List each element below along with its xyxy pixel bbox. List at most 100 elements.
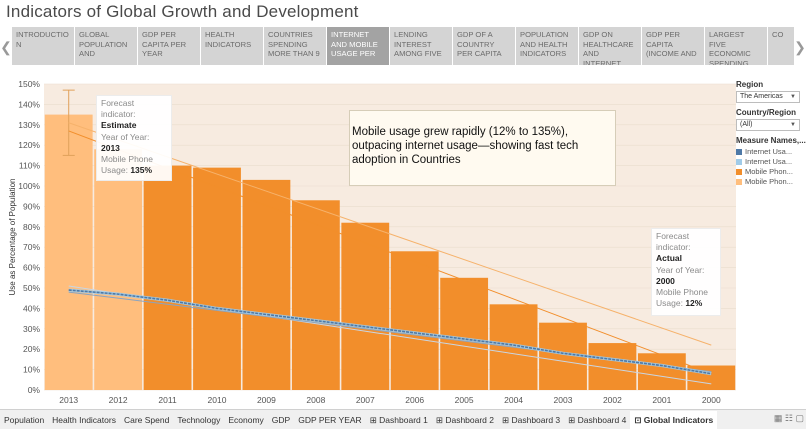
y-tick-label: 120% [18,140,40,150]
story-point-tab[interactable]: HEALTH INDICATORS [201,27,263,65]
story-point-tab[interactable]: GDP ON HEALTHCARE AND INTERNET [579,27,641,65]
tooltip-status: Estimate [101,120,137,131]
legend-label: Internet Usa... [745,147,793,156]
caret-down-icon: ▼ [790,122,796,128]
legend-swatch [736,159,742,166]
mobile-bar [637,353,686,390]
sheet-tab[interactable]: GDP PER YEAR [298,415,362,425]
y-tick-label: 90% [23,201,40,211]
y-tick-label: 30% [23,324,40,334]
legend-item[interactable]: Internet Usa... [736,147,806,157]
legend-label: Mobile Phon... [745,177,793,186]
region-select[interactable]: The Americas ▼ [736,91,800,103]
tooltip-label: Usage: [656,298,683,309]
x-tick-label: 2011 [158,395,177,405]
trend-line [68,130,712,375]
caret-down-icon: ▼ [790,94,796,100]
x-tick-label: 2000 [702,395,721,405]
mobile-bar [44,114,93,390]
chevron-left-icon[interactable]: ❮ [0,39,12,55]
legend-swatch [736,149,742,156]
story-point-tab[interactable]: GLOBAL POPULATION AND [75,27,137,65]
legend-label: Mobile Phon... [745,167,793,176]
story-point-tab[interactable]: COUNTRIES SPENDING MORE THAN 9 [264,27,326,65]
x-tick-label: 2002 [603,395,622,405]
sheet-tab[interactable]: Technology [177,415,221,425]
y-tick-label: 70% [23,242,40,252]
sheet-tab[interactable]: Economy [228,415,264,425]
sheet-tab[interactable]: Care Spend [123,415,170,425]
mobile-bar [242,179,291,390]
sheet-tab[interactable]: ⊡ Global Indicators [630,411,718,429]
page-title: Indicators of Global Growth and Developm… [6,2,359,21]
sheet-tab[interactable]: Health Indicators [52,415,116,425]
y-tick-label: 40% [23,303,40,313]
legend-swatch [736,169,742,176]
region-select-value: The Americas [740,93,783,100]
tooltip-value: 12% [685,298,703,309]
region-filter-title: Region [736,80,764,89]
story-point-tab[interactable]: CO [768,27,794,65]
y-tick-label: 0% [28,385,41,395]
view-toggle-icons[interactable]: ▦ ☷ ▢ [773,413,804,423]
x-tick-label: 2008 [306,395,325,405]
story-point-tab[interactable]: GDP PER CAPITA (INCOME AND [642,27,704,65]
y-axis-label: Use as Percentage of Population [8,179,17,296]
legend-item[interactable]: Mobile Phon... [736,167,806,177]
mobile-bar [94,149,143,390]
tooltip-status: Actual [656,253,682,264]
sheet-tab[interactable]: Population [4,415,45,425]
sheet-tab[interactable]: ⊞ Dashboard 4 [568,415,627,425]
mobile-bar [341,222,390,390]
story-point-tab[interactable]: LARGEST FIVE ECONOMIC SPENDING [705,27,767,65]
tooltip-value: 135% [130,165,153,176]
x-tick-label: 2007 [356,395,375,405]
story-point-tab[interactable]: INTRODUCTIO N [12,27,74,65]
story-navigator: ❮ INTRODUCTIO NGLOBAL POPULATION ANDGDP … [0,27,806,67]
mobile-bar [440,277,489,390]
mobile-bar [143,165,192,390]
country-select-value: (All) [740,121,753,128]
legend: Internet Usa... Internet Usa... Mobile Pho… [736,147,806,187]
sheet-tab[interactable]: ⊞ Dashboard 3 [502,415,561,425]
story-point-tab[interactable]: INTERNET AND MOBILE USAGE PER [327,27,389,65]
tooltip-label: Forecast [101,98,135,108]
x-tick-label: 2009 [257,395,276,405]
y-tick-label: 140% [18,99,40,109]
legend-title: Measure Names,... [736,136,806,145]
tooltip-year: 2000 [656,275,675,286]
tooltip-label: indicator: [656,242,691,253]
legend-swatch [736,179,742,186]
sheet-tabs: Population Health Indicators Care Spend Tec… [0,410,718,429]
x-tick-label: 2005 [455,395,474,405]
tooltip-estimate: Forecast indicator: Estimate Year of Yea… [96,95,172,181]
story-point-tab[interactable]: GDP PER CAPITA PER YEAR [138,27,200,65]
sheet-tab[interactable]: ⊞ Dashboard 1 [369,415,428,425]
story-point-tab[interactable]: GDP OF A COUNTRY PER CAPITA [453,27,515,65]
mobile-bar [390,251,439,390]
story-point-tab[interactable]: LENDING INTEREST AMONG FIVE [390,27,452,65]
y-tick-label: 80% [23,222,40,232]
sheet-tab[interactable]: GDP [271,415,291,425]
country-filter-title: Country/Region [736,108,796,117]
tooltip-label: indicator: [101,109,136,120]
x-tick-label: 2003 [554,395,573,405]
country-select[interactable]: (All) ▼ [736,119,800,131]
tooltip-label: Forecast [656,231,690,241]
chevron-right-icon[interactable]: ❯ [794,39,806,55]
y-tick-label: 20% [23,344,40,354]
y-tick-label: 50% [23,283,40,293]
mobile-bar [193,167,241,390]
legend-item[interactable]: Internet Usa... [736,157,806,167]
story-point-tab[interactable]: POPULATION AND HEALTH INDICATORS [516,27,578,65]
legend-item[interactable]: Mobile Phon... [736,177,806,187]
legend-label: Internet Usa... [745,157,793,166]
tooltip-actual: Forecast indicator: Actual Year of Year:… [651,228,721,316]
tooltip-label: Year of Year: [656,264,705,275]
tooltip-label: Mobile Phone [101,154,153,165]
sheet-tab[interactable]: ⊞ Dashboard 2 [435,415,494,425]
tooltip-year: 2013 [101,142,120,153]
mobile-bar [291,200,340,390]
y-tick-label: 150% [18,79,40,89]
